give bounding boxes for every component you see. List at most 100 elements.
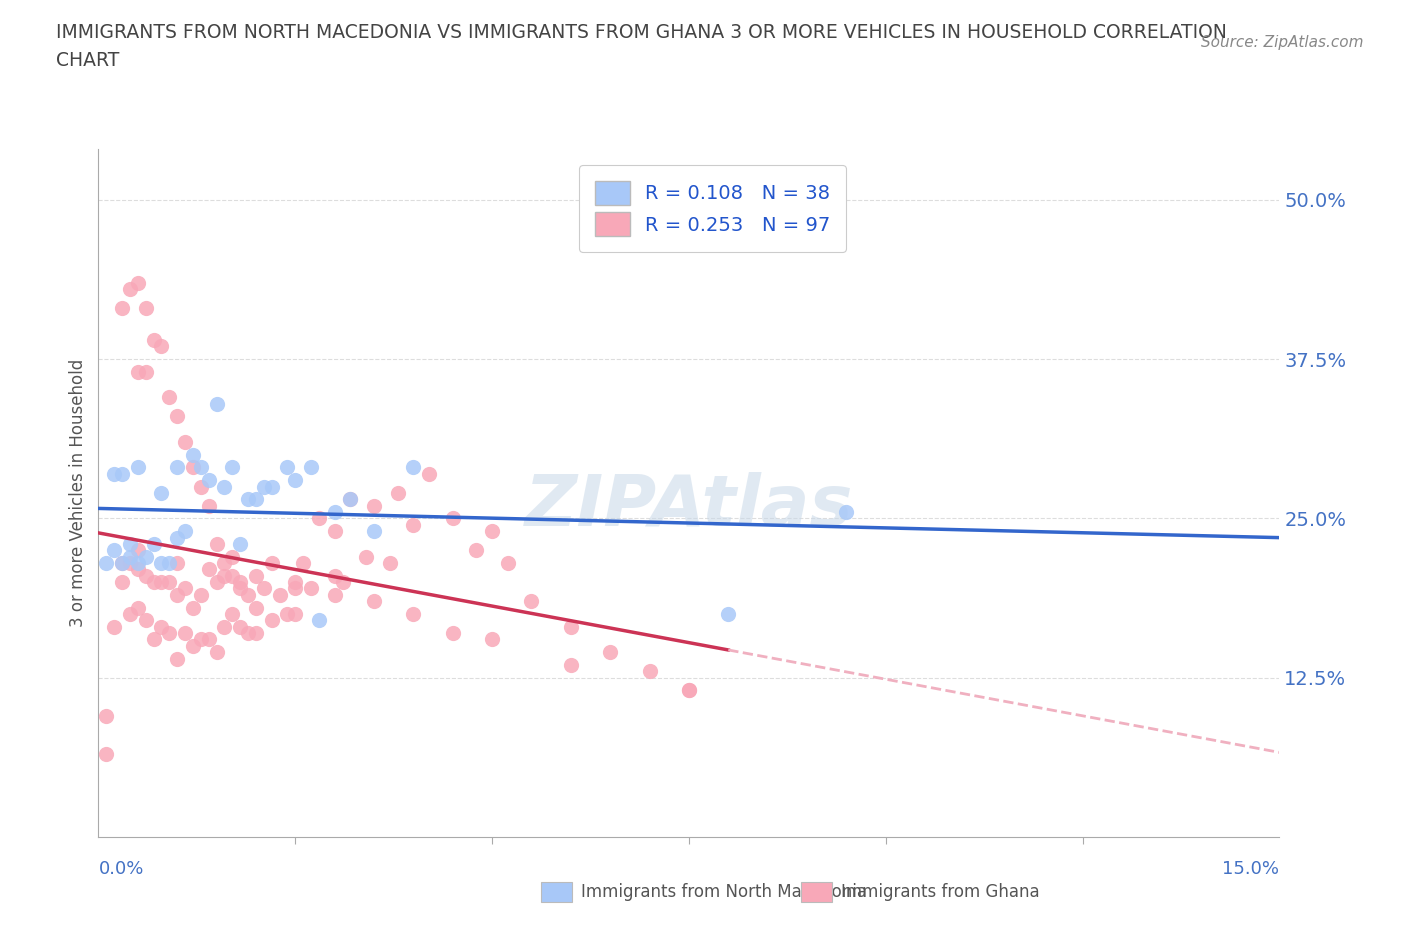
Text: 15.0%: 15.0% xyxy=(1222,860,1279,878)
Point xyxy=(481,632,503,647)
Point xyxy=(166,460,188,475)
Point xyxy=(142,632,165,647)
Point xyxy=(299,460,322,475)
Point xyxy=(181,460,204,475)
Point xyxy=(205,396,228,411)
Point xyxy=(560,658,582,672)
Point xyxy=(157,555,180,570)
Point xyxy=(253,479,276,494)
Point xyxy=(678,683,700,698)
Point xyxy=(96,555,118,570)
Point xyxy=(214,619,236,634)
Point xyxy=(197,498,219,513)
Point xyxy=(135,300,157,315)
Point xyxy=(197,562,219,577)
Point xyxy=(214,555,236,570)
Point xyxy=(221,606,243,621)
Point xyxy=(103,543,125,558)
Point xyxy=(835,505,858,520)
Point xyxy=(190,479,212,494)
Point xyxy=(118,282,141,297)
Point xyxy=(323,568,346,583)
Point xyxy=(387,485,409,500)
Point xyxy=(181,447,204,462)
Point xyxy=(166,555,188,570)
Point xyxy=(284,581,307,596)
Point xyxy=(166,530,188,545)
Point xyxy=(284,606,307,621)
Point xyxy=(245,568,267,583)
Point xyxy=(174,524,197,538)
Point xyxy=(236,626,259,641)
Point xyxy=(150,339,173,353)
Point xyxy=(678,683,700,698)
Point xyxy=(245,626,267,641)
Point xyxy=(260,555,283,570)
Point xyxy=(284,472,307,487)
Point xyxy=(166,409,188,424)
Point xyxy=(135,550,157,565)
Point xyxy=(197,472,219,487)
Point xyxy=(308,613,330,628)
Point xyxy=(190,588,212,603)
Point xyxy=(363,524,385,538)
Point xyxy=(323,588,346,603)
Point xyxy=(103,619,125,634)
Point xyxy=(363,498,385,513)
Point xyxy=(127,600,149,615)
Point xyxy=(276,606,298,621)
Point xyxy=(174,581,197,596)
Point xyxy=(127,562,149,577)
Point xyxy=(441,626,464,641)
Point xyxy=(284,575,307,590)
Point xyxy=(465,543,488,558)
Point xyxy=(308,511,330,525)
Point xyxy=(481,524,503,538)
Point xyxy=(157,626,180,641)
Point xyxy=(221,460,243,475)
Point xyxy=(441,511,464,525)
Text: CHART: CHART xyxy=(56,51,120,70)
Point xyxy=(363,593,385,608)
Point xyxy=(599,644,621,659)
Point xyxy=(142,575,165,590)
Text: Source: ZipAtlas.com: Source: ZipAtlas.com xyxy=(1201,35,1364,50)
Point xyxy=(323,524,346,538)
Text: Immigrants from North Macedonia: Immigrants from North Macedonia xyxy=(581,883,866,901)
Point xyxy=(111,555,134,570)
Point xyxy=(496,555,519,570)
Point xyxy=(118,537,141,551)
Y-axis label: 3 or more Vehicles in Household: 3 or more Vehicles in Household xyxy=(69,359,87,627)
Text: ZIPAtlas: ZIPAtlas xyxy=(524,472,853,541)
Point xyxy=(236,492,259,507)
Point xyxy=(127,543,149,558)
Point xyxy=(299,581,322,596)
Point xyxy=(205,537,228,551)
Point xyxy=(339,492,361,507)
Point xyxy=(229,537,252,551)
Point xyxy=(181,638,204,653)
Point xyxy=(135,568,157,583)
Point xyxy=(402,606,425,621)
Point xyxy=(323,505,346,520)
Point xyxy=(157,390,180,405)
Point xyxy=(118,550,141,565)
Point xyxy=(229,575,252,590)
Point xyxy=(332,575,354,590)
Point xyxy=(190,632,212,647)
Point xyxy=(276,460,298,475)
Point xyxy=(190,460,212,475)
Point xyxy=(135,613,157,628)
Point xyxy=(118,555,141,570)
Point xyxy=(205,575,228,590)
Point xyxy=(221,568,243,583)
Point xyxy=(127,555,149,570)
Point xyxy=(520,593,543,608)
Point xyxy=(111,575,134,590)
Point xyxy=(150,575,173,590)
Point xyxy=(560,619,582,634)
Point xyxy=(214,479,236,494)
Text: 0.0%: 0.0% xyxy=(98,860,143,878)
Point xyxy=(127,275,149,290)
Point xyxy=(150,485,173,500)
